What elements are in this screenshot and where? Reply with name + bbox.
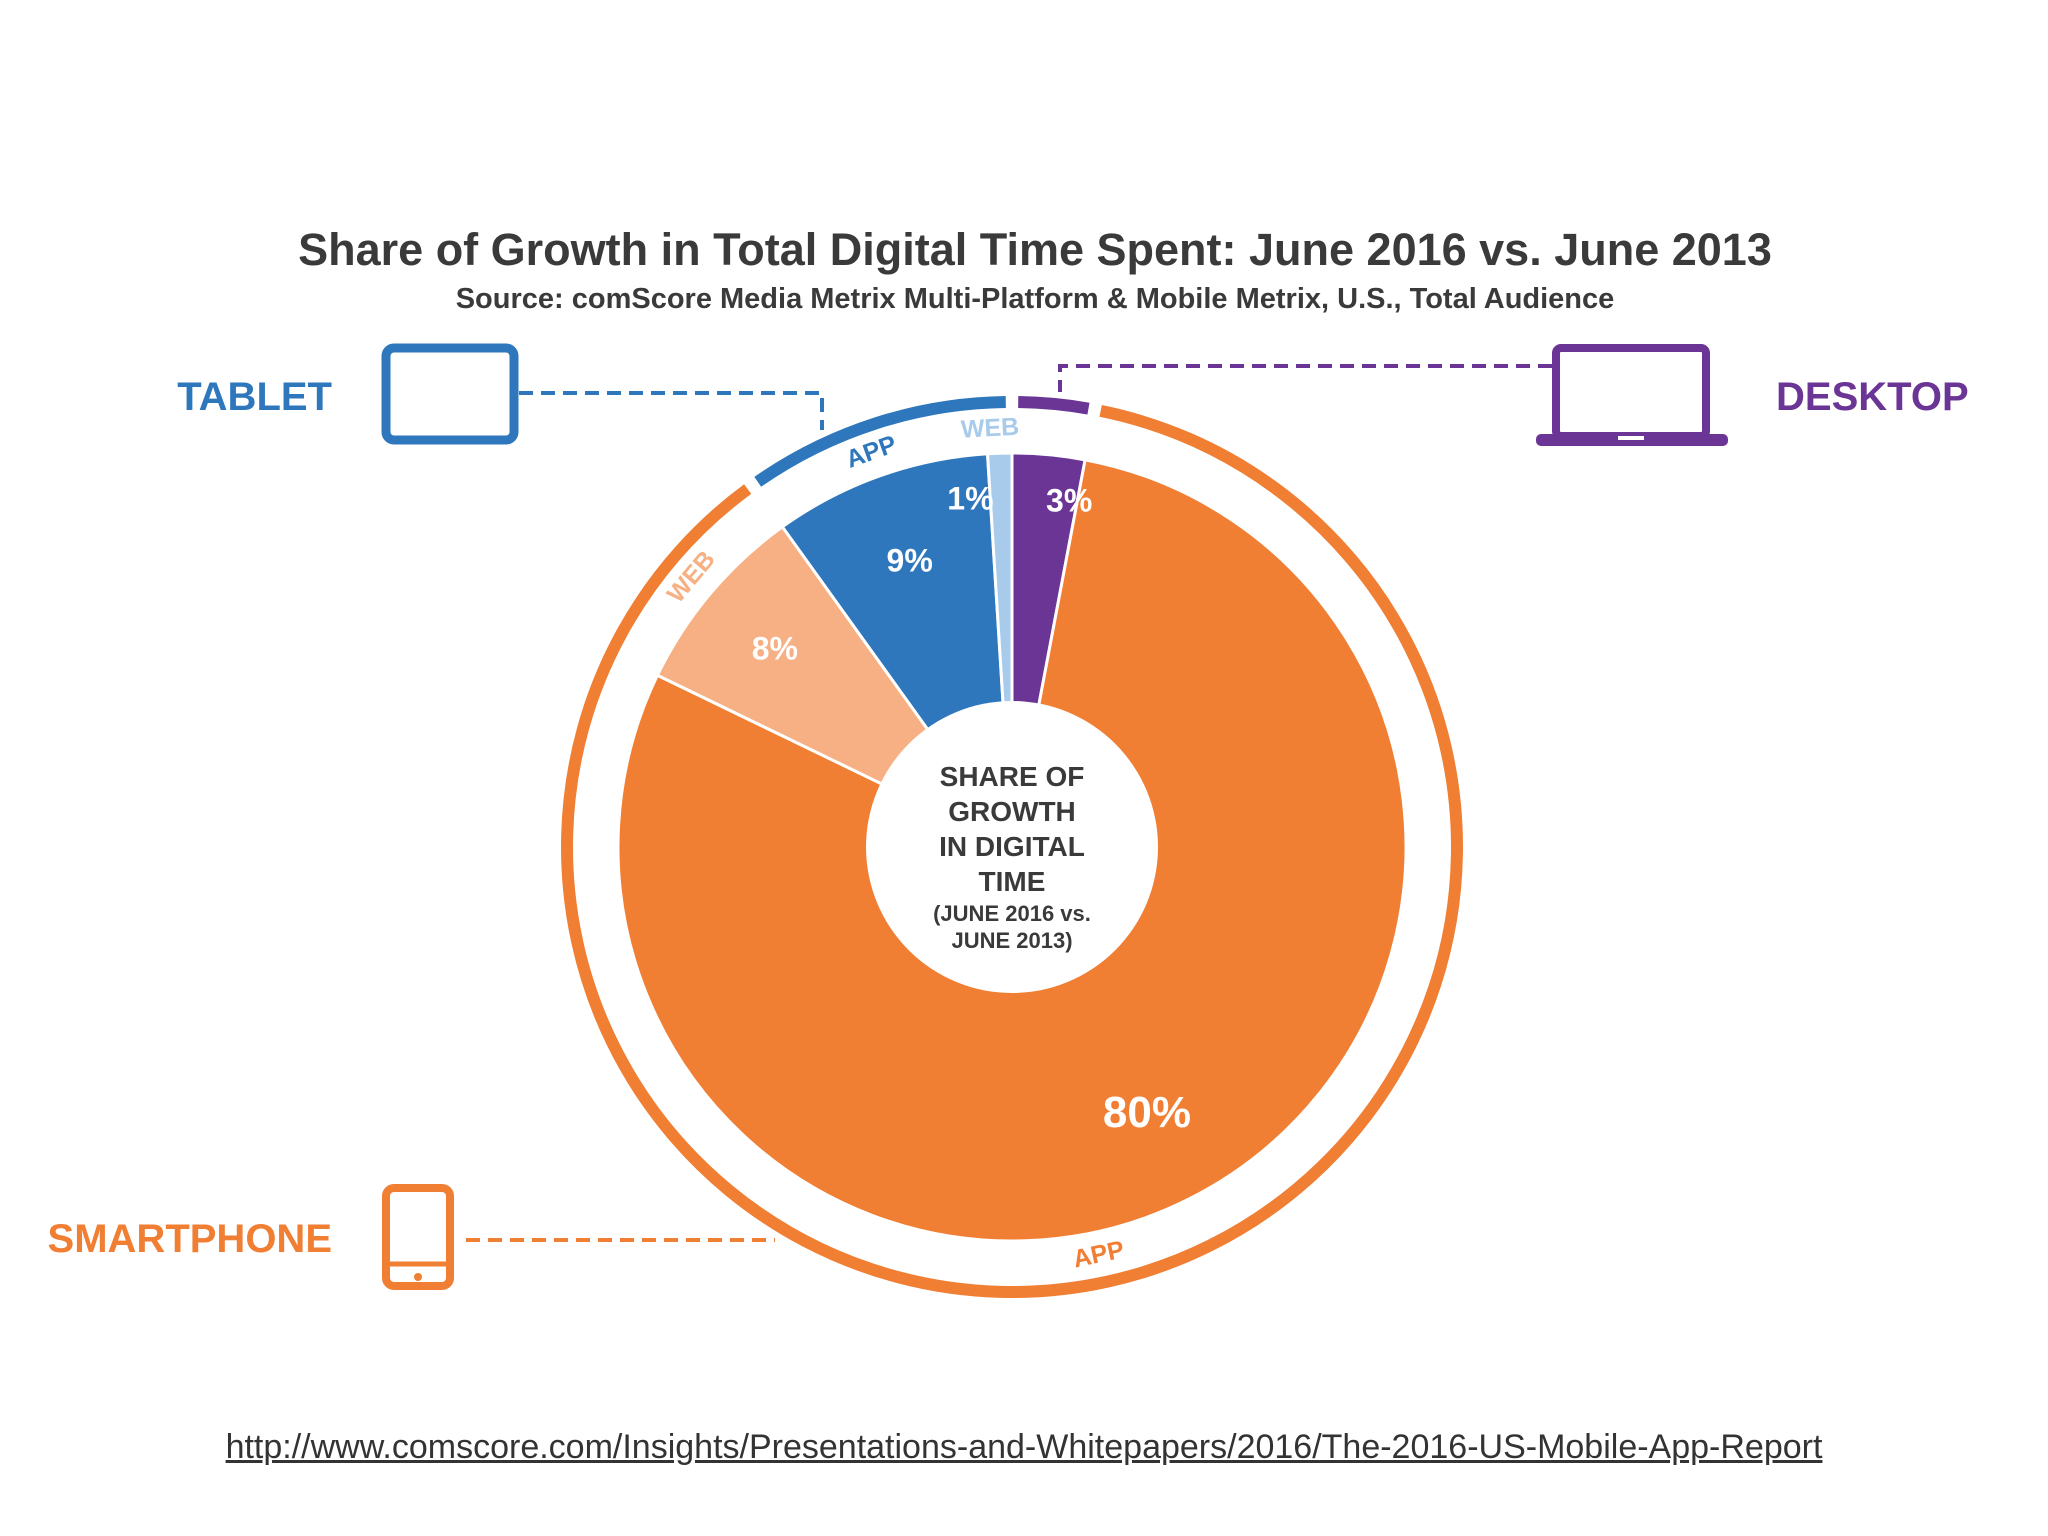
ring-arc-smartphone — [561, 405, 1463, 1298]
platform-ring — [561, 396, 1463, 1298]
ring-arc-desktop — [1018, 396, 1090, 415]
ring-label-smartphone-app: APP — [1071, 1235, 1127, 1273]
legend-smartphone: SMARTPHONE — [48, 1184, 775, 1290]
center-label: SHARE OF GROWTH IN DIGITAL TIME (JUNE 20… — [933, 761, 1091, 953]
center-line-3: IN DIGITAL — [939, 831, 1085, 862]
center-line-1: SHARE OF — [940, 761, 1085, 792]
tablet-icon — [381, 343, 519, 445]
desktop-leader-line — [1058, 364, 1552, 392]
chart-title: Share of Growth in Total Digital Time Sp… — [298, 224, 1772, 275]
legend-tablet: TABLET — [177, 343, 824, 445]
slice-label-smartphone-app: 80% — [1103, 1088, 1191, 1137]
source-link[interactable]: http://www.comscore.com/Insights/Present… — [225, 1428, 1823, 1466]
legend-desktop: DESKTOP — [1058, 344, 1969, 446]
tablet-leader-line — [519, 391, 824, 430]
center-subline-2: JUNE 2013) — [951, 928, 1072, 953]
legend-label-desktop: DESKTOP — [1776, 375, 1969, 419]
slice-label-desktop: 3% — [1046, 483, 1092, 519]
legend-label-tablet: TABLET — [177, 375, 332, 419]
center-line-4: TIME — [979, 866, 1046, 897]
center-hole — [866, 701, 1158, 993]
slice-label-smartphone-web: 8% — [752, 630, 798, 666]
ring-arc-tablet — [754, 396, 1006, 487]
legend-label-smartphone: SMARTPHONE — [48, 1217, 332, 1261]
center-line-2: GROWTH — [948, 796, 1076, 827]
chart-subtitle: Source: comScore Media Metrix Multi-Plat… — [456, 283, 1615, 315]
slice-label-tablet-web: 1% — [947, 480, 993, 516]
slice-value-labels: 3% 80% 8% 9% 1% — [752, 480, 1191, 1136]
slice-label-tablet-app: 9% — [887, 543, 933, 579]
laptop-icon — [1536, 344, 1728, 446]
smartphone-icon — [382, 1184, 454, 1290]
ring-label-tablet-web: WEB — [960, 413, 1020, 444]
center-subline-1: (JUNE 2016 vs. — [933, 901, 1091, 926]
